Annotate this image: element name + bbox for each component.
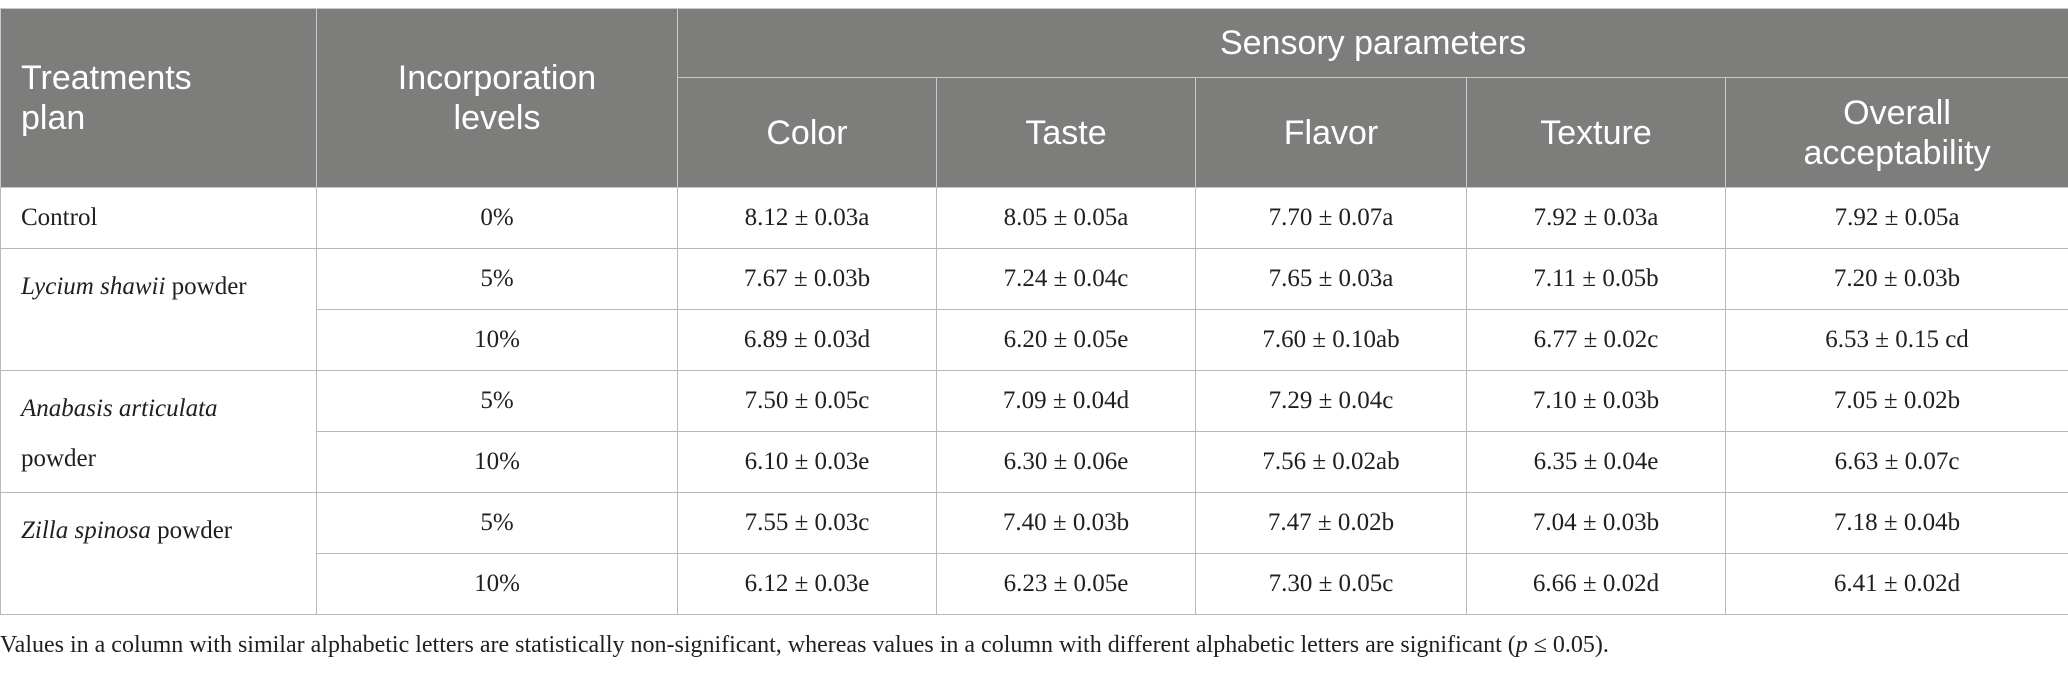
color-value: 7.55 ± 0.03c (677, 492, 937, 554)
header-color: Color (677, 77, 937, 188)
taste-value: 7.40 ± 0.03b (936, 492, 1196, 554)
table-row: Control 0% 8.12 ± 0.03a 8.05 ± 0.05a 7.7… (0, 187, 2068, 249)
overall-value: 7.18 ± 0.04b (1724, 492, 2068, 554)
header-treatments-plan: Treatments plan (0, 8, 317, 188)
color-value: 8.12 ± 0.03a (677, 187, 937, 249)
table-footnote: Values in a column with similar alphabet… (0, 632, 1609, 659)
header-incorporation-levels: Incorporation levels (316, 8, 678, 188)
incorporation-level: 10% (316, 309, 678, 371)
taste-value: 6.30 ± 0.06e (936, 431, 1196, 493)
treatment-name: Control (21, 204, 98, 231)
texture-value: 7.10 ± 0.03b (1466, 370, 1726, 432)
header-texture: Texture (1466, 77, 1726, 188)
texture-value: 6.66 ± 0.02d (1466, 553, 1726, 615)
treatment-name-suffix: powder (150, 517, 233, 544)
header-flavor: Flavor (1195, 77, 1467, 188)
incorporation-level: 5% (316, 492, 678, 554)
flavor-value: 7.47 ± 0.02b (1195, 492, 1467, 554)
texture-value: 7.92 ± 0.03a (1466, 187, 1726, 249)
treatment-name-italic: Lycium shawii (21, 273, 166, 300)
overall-value: 6.53 ± 0.15 cd (1724, 309, 2068, 371)
table-row: 10% 6.10 ± 0.03e 6.30 ± 0.06e 7.56 ± 0.0… (1, 431, 2068, 493)
sensory-table-container: Treatments plan Incorporation levels Sen… (0, 8, 2068, 615)
overall-value: 6.63 ± 0.07c (1724, 431, 2068, 493)
flavor-value: 7.56 ± 0.02ab (1195, 431, 1467, 493)
header-incorporation-line2: levels (453, 99, 541, 137)
treatment-name-italic: Zilla spinosa (21, 517, 151, 544)
header-treatments-line1: Treatments (21, 59, 192, 97)
treatment-control: Control (0, 187, 317, 249)
color-value: 6.12 ± 0.03e (677, 553, 937, 615)
header-overall-line1: Overall (1843, 93, 1951, 132)
table-row: 10% 6.12 ± 0.03e 6.23 ± 0.05e 7.30 ± 0.0… (1, 553, 2068, 615)
sensory-table: Treatments plan Incorporation levels Sen… (0, 8, 2068, 615)
color-value: 7.50 ± 0.05c (677, 370, 937, 432)
incorporation-level: 0% (316, 187, 678, 249)
header-taste: Taste (936, 77, 1196, 188)
table-row: Anabasis articulata powder 5% 7.50 ± 0.05… (0, 370, 2068, 493)
header-overall-acceptability: Overall acceptability (1724, 77, 2068, 188)
taste-value: 6.20 ± 0.05e (936, 309, 1196, 371)
footnote-text: Values in a column with similar alphabet… (0, 632, 1516, 658)
footnote-p-symbol: p (1515, 632, 1528, 658)
flavor-value: 7.60 ± 0.10ab (1195, 309, 1467, 371)
treatment-zilla-spinosa: Zilla spinosa powder (0, 492, 317, 615)
taste-value: 8.05 ± 0.05a (936, 187, 1196, 249)
overall-value: 7.92 ± 0.05a (1724, 187, 2068, 249)
texture-value: 6.35 ± 0.04e (1466, 431, 1726, 493)
table-row: Zilla spinosa powder 5% 7.55 ± 0.03c 7.4… (0, 492, 2068, 615)
texture-value: 7.11 ± 0.05b (1466, 248, 1726, 310)
flavor-value: 7.70 ± 0.07a (1195, 187, 1467, 249)
texture-value: 7.04 ± 0.03b (1466, 492, 1726, 554)
header-treatments-line2: plan (21, 99, 86, 137)
incorporation-level: 5% (316, 248, 678, 310)
overall-value: 7.05 ± 0.02b (1724, 370, 2068, 432)
treatment-name-line2: powder (21, 445, 96, 472)
taste-value: 7.24 ± 0.04c (936, 248, 1196, 310)
treatment-name-suffix: powder (165, 273, 247, 300)
incorporation-level: 10% (316, 431, 678, 493)
overall-value: 6.41 ± 0.02d (1724, 553, 2068, 615)
treatment-name-italic: Anabasis articulata (21, 395, 218, 422)
header-incorporation-line1: Incorporation (397, 59, 597, 97)
header-sensory-parameters: Sensory parameters (676, 8, 2068, 78)
texture-value: 6.77 ± 0.02c (1466, 309, 1726, 371)
taste-value: 7.09 ± 0.04d (936, 370, 1196, 432)
footnote-text-end: ≤ 0.05). (1527, 632, 1609, 658)
treatment-anabasis-articulata: Anabasis articulata powder (0, 370, 317, 493)
treatment-lycium-shawii: Lycium shawii powder (0, 248, 317, 371)
color-value: 6.89 ± 0.03d (677, 309, 937, 371)
flavor-value: 7.65 ± 0.03a (1195, 248, 1467, 310)
overall-value: 7.20 ± 0.03b (1724, 248, 2068, 310)
color-value: 6.10 ± 0.03e (677, 431, 937, 493)
taste-value: 6.23 ± 0.05e (936, 553, 1196, 615)
flavor-value: 7.30 ± 0.05c (1195, 553, 1467, 615)
table-row: Lycium shawii powder 5% 7.67 ± 0.03b 7.2… (0, 248, 2068, 371)
flavor-value: 7.29 ± 0.04c (1195, 370, 1467, 432)
header-overall-line2: acceptability (1803, 133, 1991, 172)
color-value: 7.67 ± 0.03b (677, 248, 937, 310)
incorporation-level: 10% (316, 553, 678, 615)
incorporation-level: 5% (316, 370, 678, 432)
